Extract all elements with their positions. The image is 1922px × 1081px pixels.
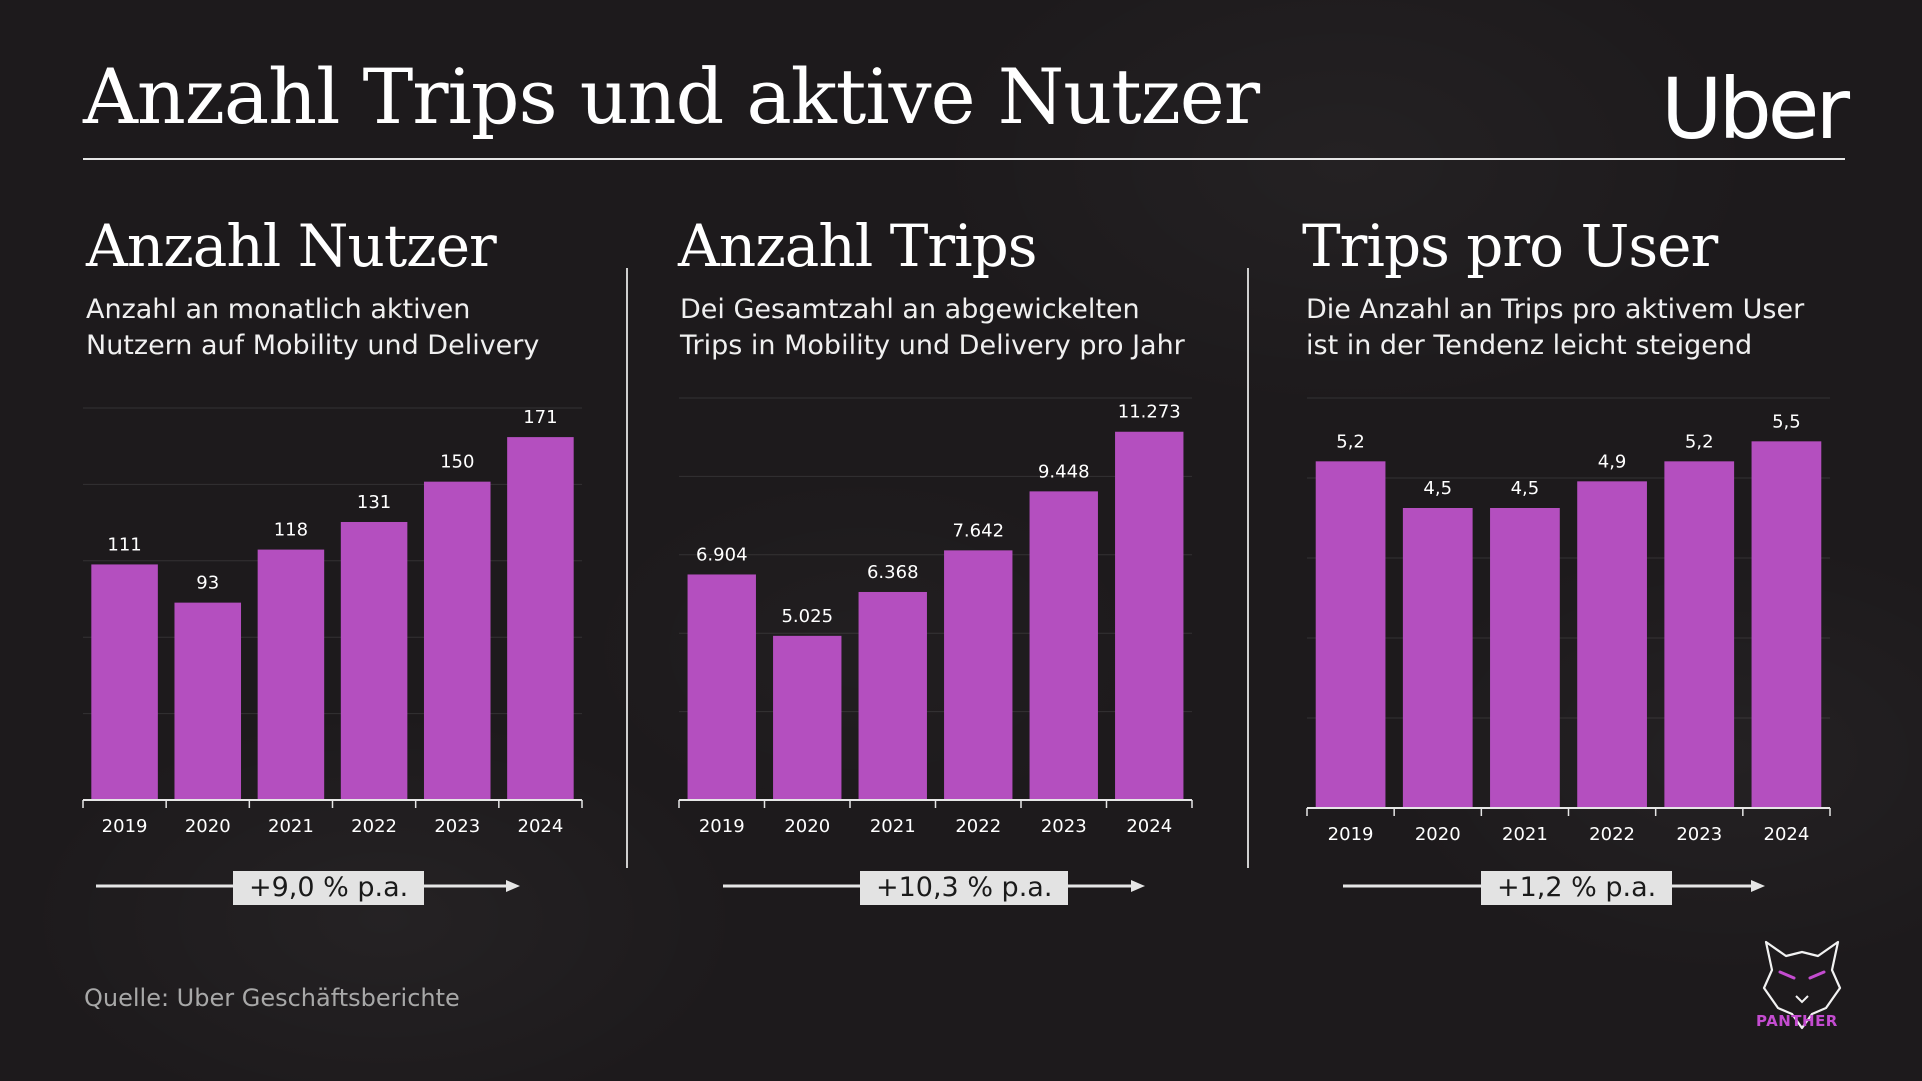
bar-2022 (944, 550, 1013, 800)
x-tick-label: 2022 (955, 816, 1001, 837)
x-tick-label: 2019 (699, 816, 745, 837)
data-label: 131 (357, 492, 391, 513)
panel-heading-users: Anzahl Nutzer (86, 212, 497, 280)
data-label: 6.904 (696, 544, 748, 565)
bar-2023 (1029, 491, 1098, 800)
description-line: ist in der Tendenz leicht steigend (1306, 330, 1753, 361)
x-tick-label: 2019 (1328, 824, 1374, 845)
x-tick-label: 2024 (1126, 816, 1172, 837)
panel-description-trips-per-user: Die Anzahl an Trips pro aktivem User ist… (1306, 292, 1804, 364)
bar-2021 (257, 549, 325, 800)
data-label: 5,2 (1336, 431, 1365, 452)
bar-2021 (858, 591, 927, 800)
cagr-badge-trips-per-user: +1,2 % p.a. (1481, 871, 1673, 905)
data-label: 4,9 (1598, 451, 1627, 472)
title-divider (83, 158, 1845, 160)
source-note: Quelle: Uber Geschäftsberichte (84, 984, 460, 1012)
description-line: Die Anzahl an Trips pro aktivem User (1306, 294, 1805, 325)
x-tick-label: 2021 (870, 816, 916, 837)
trips-bar-chart: 6.904 2019 5.025 2020 6.368 2021 7.642 2022 9.44… (678, 397, 1193, 837)
data-label: 150 (440, 452, 474, 473)
uber-logo: Uber (1660, 60, 1850, 158)
bar-2020 (773, 635, 842, 800)
data-label: 11.273 (1118, 402, 1181, 423)
data-label: 171 (523, 407, 557, 428)
x-tick-label: 2023 (1041, 816, 1087, 837)
bar-2019 (1315, 461, 1386, 808)
bar-2024 (1115, 431, 1184, 800)
bar-2024 (507, 437, 574, 800)
x-tick-label: 2020 (784, 816, 830, 837)
data-label: 111 (107, 534, 141, 555)
data-label: 5,5 (1772, 411, 1801, 432)
panther-label: PANTHER (1756, 1012, 1838, 1030)
bar-2020 (1402, 508, 1473, 808)
data-label: 7.642 (952, 520, 1004, 541)
x-tick-label: 2020 (1415, 824, 1461, 845)
bar-2023 (1664, 461, 1735, 808)
bar-2020 (174, 602, 242, 800)
x-tick-label: 2020 (185, 816, 231, 837)
bar-2022 (340, 521, 408, 800)
data-label: 93 (196, 573, 219, 594)
bar-2022 (1577, 481, 1647, 808)
x-tick-label: 2022 (1589, 824, 1635, 845)
bar-2021 (1490, 508, 1560, 808)
bar-2023 (423, 481, 491, 800)
bar-2024 (1751, 441, 1822, 808)
panel-heading-trips: Anzahl Trips (678, 212, 1038, 280)
cagr-badge-users: +9,0 % p.a. (233, 871, 425, 905)
description-line: Trips in Mobility und Delivery pro Jahr (680, 330, 1185, 361)
bar-2019 (687, 574, 756, 800)
panel-description-users: Anzahl an monatlich aktiven Nutzern auf … (86, 292, 539, 364)
panel-description-trips: Dei Gesamtzahl an abgewickelten Trips in… (680, 292, 1185, 364)
panel-divider-2 (1247, 268, 1249, 868)
panther-icon (1762, 940, 1842, 1030)
description-line: Dei Gesamtzahl an abgewickelten (680, 294, 1140, 325)
page-title: Anzahl Trips und aktive Nutzer (83, 52, 1260, 141)
description-line: Anzahl an monatlich aktiven (86, 294, 471, 325)
trips-per-user-bar-chart: 5,2 2019 4,5 2020 4,5 2021 4,9 2022 5,2 2023 5,5 20… (1306, 397, 1831, 845)
x-tick-label: 2023 (1676, 824, 1722, 845)
data-label: 4,5 (1423, 478, 1452, 499)
panel-heading-trips-per-user: Trips pro User (1302, 212, 1718, 280)
data-label: 5.025 (781, 606, 833, 627)
description-line: Nutzern auf Mobility und Delivery (86, 330, 540, 361)
x-tick-label: 2024 (1764, 824, 1810, 845)
x-tick-label: 2024 (518, 816, 564, 837)
data-label: 4,5 (1511, 478, 1540, 499)
panel-divider-1 (626, 268, 628, 868)
users-bar-chart: 111 2019 93 2020 118 2021 131 2022 150 2023 171 202… (82, 407, 583, 837)
x-tick-label: 2021 (268, 816, 314, 837)
data-label: 118 (274, 520, 308, 541)
bar-2019 (91, 564, 158, 800)
cagr-badge-trips: +10,3 % p.a. (860, 871, 1069, 905)
data-label: 9.448 (1038, 461, 1090, 482)
x-tick-label: 2023 (434, 816, 480, 837)
x-tick-label: 2021 (1502, 824, 1548, 845)
x-tick-label: 2022 (351, 816, 397, 837)
data-label: 5,2 (1685, 431, 1714, 452)
x-tick-label: 2019 (102, 816, 148, 837)
data-label: 6.368 (867, 562, 919, 583)
